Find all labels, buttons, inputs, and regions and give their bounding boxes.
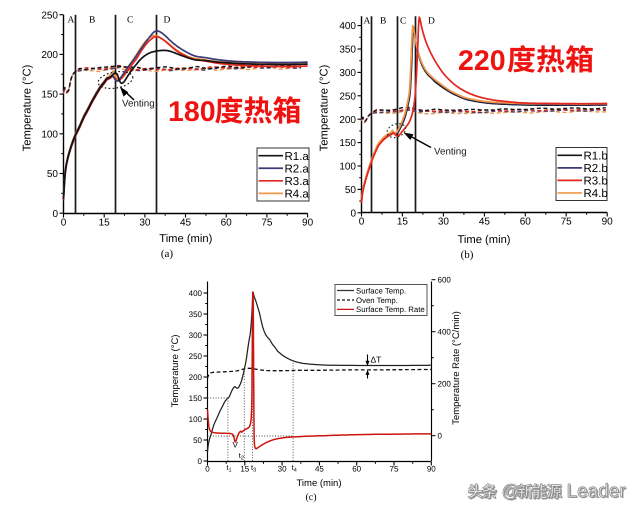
svg-text:t1: t1 [226,463,231,474]
svg-text:R1.b: R1.b [584,150,608,162]
svg-text:(c): (c) [305,492,316,503]
svg-text:75: 75 [390,465,399,474]
svg-text:180: 180 [168,96,216,128]
svg-text:150: 150 [41,90,58,101]
svg-text:Temperature (°C): Temperature (°C) [319,64,331,151]
svg-text:C: C [127,16,133,26]
svg-text:R2.a: R2.a [285,163,310,175]
svg-text:R3.a: R3.a [285,176,310,188]
svg-text:Time (min): Time (min) [457,234,510,246]
svg-text:Time (min): Time (min) [296,478,341,489]
svg-text:t2: t2 [239,451,244,462]
svg-text:R3.b: R3.b [584,176,608,188]
svg-text:400: 400 [339,21,356,32]
svg-text:D: D [428,17,435,27]
svg-text:75: 75 [561,217,573,228]
svg-text:250: 250 [339,91,356,102]
svg-text:0: 0 [205,465,210,474]
svg-text:0: 0 [198,457,203,466]
svg-text:90: 90 [427,465,436,474]
svg-text:t4: t4 [292,463,297,474]
svg-text:R4.a: R4.a [285,188,310,200]
svg-text:R1.a: R1.a [285,151,310,163]
svg-text:200: 200 [339,115,356,126]
svg-text:Leader: Leader [568,482,628,503]
svg-text:350: 350 [189,310,203,319]
svg-text:0: 0 [61,218,67,229]
svg-text:Leader: Leader [567,481,627,502]
svg-text:Venting: Venting [122,99,155,110]
svg-text:Venting: Venting [434,147,467,158]
svg-text:30: 30 [438,217,450,228]
svg-text:45: 45 [315,465,324,474]
svg-text:90: 90 [302,218,314,229]
svg-text:150: 150 [189,394,203,403]
svg-text:600: 600 [438,276,452,285]
svg-text:200: 200 [189,373,203,382]
svg-text:A: A [68,16,75,26]
svg-text:100: 100 [189,415,203,424]
svg-text:15: 15 [240,465,249,474]
svg-text:220: 220 [458,45,506,77]
svg-text:100: 100 [339,162,356,173]
svg-text:0: 0 [359,217,365,228]
svg-text:45: 45 [479,217,491,228]
svg-text:0: 0 [350,208,356,219]
svg-text:V: V [233,441,239,450]
svg-text:Temperature Rate (°C/min): Temperature Rate (°C/min) [451,311,462,425]
svg-text:0: 0 [438,432,443,441]
svg-text:@: @ [503,482,521,502]
svg-text:0: 0 [52,209,58,220]
svg-text:Oven Temp.: Oven Temp. [356,296,398,305]
svg-text:Surface Temp.: Surface Temp. [356,286,406,295]
svg-text:50: 50 [193,436,202,445]
svg-text:60: 60 [520,217,532,228]
svg-text:@: @ [502,481,520,501]
svg-text:Temperature (°C): Temperature (°C) [170,335,181,408]
svg-text:Surface Temp. Rate: Surface Temp. Rate [356,305,425,314]
svg-text:75: 75 [261,218,273,229]
svg-text:350: 350 [339,45,356,56]
svg-text:Temperature (°C): Temperature (°C) [22,64,34,151]
svg-text:60: 60 [221,218,233,229]
svg-text:A: A [364,17,371,27]
svg-text:t3: t3 [251,463,256,474]
svg-text:45: 45 [180,218,192,229]
svg-text:15: 15 [397,217,409,228]
svg-text:30: 30 [139,218,151,229]
svg-text:(a): (a) [161,248,174,260]
svg-text:100: 100 [41,129,58,140]
svg-text:200: 200 [41,50,58,61]
svg-text:D: D [164,16,171,26]
svg-text:B: B [89,16,95,26]
svg-text:C: C [400,17,406,27]
svg-text:250: 250 [41,10,58,21]
svg-text:90: 90 [602,217,614,228]
svg-text:150: 150 [339,138,356,149]
svg-text:ΔT: ΔT [371,355,382,365]
svg-text:B: B [380,17,386,27]
svg-text:Time (min): Time (min) [159,233,212,245]
svg-text:(b): (b) [461,249,474,261]
svg-text:30: 30 [278,465,287,474]
svg-text:200: 200 [438,380,452,389]
svg-text:50: 50 [47,169,59,180]
svg-text:300: 300 [189,331,203,340]
svg-text:400: 400 [189,289,203,298]
svg-text:50: 50 [345,185,357,196]
svg-text:R4.b: R4.b [584,188,608,200]
svg-text:60: 60 [352,465,361,474]
svg-text:250: 250 [189,352,203,361]
svg-text:R2.b: R2.b [584,163,608,175]
svg-text:15: 15 [99,218,111,229]
svg-text:400: 400 [438,328,452,337]
svg-text:300: 300 [339,68,356,79]
